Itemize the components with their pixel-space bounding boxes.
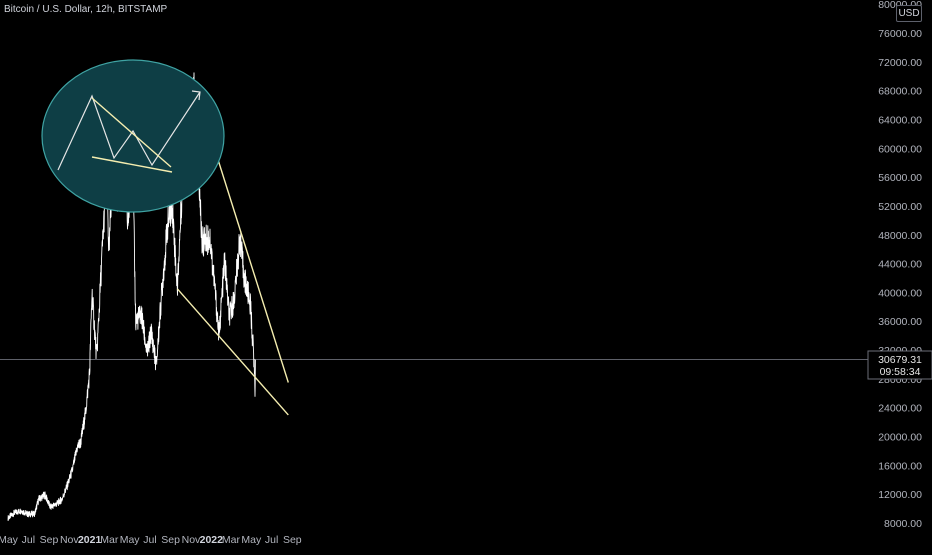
price-axis[interactable]: 8000.0012000.0016000.0020000.0024000.002… [878, 0, 922, 530]
y-tick-label: 76000.00 [878, 28, 922, 40]
x-tick-label: Mar [222, 534, 241, 546]
y-tick-label: 44000.00 [878, 259, 922, 271]
y-tick-label: 12000.00 [878, 489, 922, 501]
price-label-box [867, 350, 932, 380]
inset-arrow-head [191, 90, 201, 101]
y-tick-label: 8000.00 [884, 518, 922, 530]
wedge-inset-sketch [41, 59, 225, 213]
y-tick-label: 72000.00 [878, 57, 922, 69]
price-label-countdown: 09:58:34 [880, 366, 921, 378]
x-tick-label: Nov [60, 534, 79, 546]
x-tick-label: Jul [22, 534, 35, 546]
x-tick-label: Sep [283, 534, 302, 546]
y-tick-label: 24000.00 [878, 403, 922, 415]
x-tick-label: Jul [265, 534, 278, 546]
inset-support-line [91, 156, 173, 173]
lower-support-trendline[interactable] [176, 288, 289, 416]
chart-title: Bitcoin / U.S. Dollar, 12h, BITSTAMP [4, 4, 168, 15]
y-tick-label: 64000.00 [878, 114, 922, 126]
x-tick-label: May [0, 534, 19, 546]
x-tick-label: May [120, 534, 141, 546]
y-tick-label: 52000.00 [878, 201, 922, 213]
y-tick-label: 56000.00 [878, 172, 922, 184]
x-tick-label: 2022 [200, 534, 224, 546]
inset-circle [41, 59, 225, 213]
x-tick-label: Nov [182, 534, 201, 546]
x-tick-label: Mar [100, 534, 119, 546]
y-tick-label: 20000.00 [878, 432, 922, 444]
y-tick-label: 60000.00 [878, 143, 922, 155]
x-tick-label: Jul [143, 534, 156, 546]
x-tick-label: 2021 [78, 534, 102, 546]
y-tick-label: 16000.00 [878, 460, 922, 472]
y-tick-label: 40000.00 [878, 287, 922, 299]
x-tick-label: May [241, 534, 262, 546]
price-label-value: 30679.31 [878, 354, 922, 366]
inset-resistance-line [91, 97, 172, 168]
currency-badge[interactable]: USD [896, 5, 922, 22]
y-tick-label: 36000.00 [878, 316, 922, 328]
inset-price-path [57, 91, 201, 171]
x-tick-label: Sep [161, 534, 180, 546]
y-tick-label: 68000.00 [878, 86, 922, 98]
x-tick-label: Sep [40, 534, 59, 546]
y-tick-label: 48000.00 [878, 230, 922, 242]
current-price-label: 30679.31 09:58:34 [867, 350, 932, 380]
